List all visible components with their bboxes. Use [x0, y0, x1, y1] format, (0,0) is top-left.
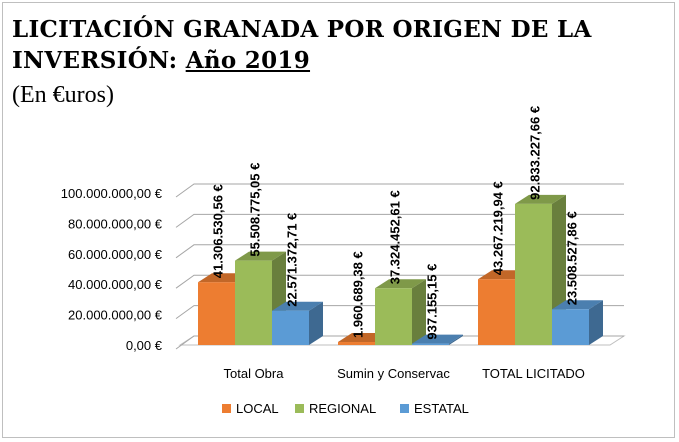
- bar-regional: [515, 203, 552, 345]
- data-label: 37.324.452,61 €: [388, 190, 403, 284]
- bar-regional: [375, 288, 412, 345]
- data-label: 92.833.227,66 €: [528, 106, 543, 200]
- x-tick-label: TOTAL LICITADO: [482, 366, 585, 381]
- gridline: [175, 183, 624, 198]
- legend-swatch-local: [222, 404, 231, 413]
- bar-top: [552, 300, 603, 310]
- data-label: 22.571.372,71 €: [285, 213, 300, 307]
- gridline: [175, 213, 624, 228]
- data-label: 55.508.775,05 €: [248, 163, 263, 257]
- bar-regional: [235, 260, 272, 345]
- bar-side: [449, 334, 463, 345]
- data-label: 43.267.219,94 €: [491, 181, 506, 275]
- y-tick-label: 40.000.000,00 €: [68, 277, 163, 292]
- chart-subtitle: (En €uros): [12, 82, 114, 108]
- legend-label: LOCAL: [236, 401, 279, 416]
- bar-top: [515, 194, 566, 204]
- bar-local: [198, 282, 235, 345]
- gridline: [175, 244, 624, 259]
- y-tick-label: 60.000.000,00 €: [68, 247, 163, 262]
- title-line-2: INVERSIÓN:: [12, 47, 186, 74]
- legend-swatch-regional: [295, 404, 304, 413]
- y-tick-label: 0,00 €: [126, 338, 163, 353]
- data-label: 23.508.527,86 €: [565, 211, 580, 305]
- bar-local: [338, 342, 375, 345]
- bar-top: [412, 334, 463, 344]
- legend-label: ESTATAL: [414, 401, 469, 416]
- chart-title: LICITACIÓN GRANADA POR ORIGEN DE LA INVE…: [12, 14, 592, 76]
- bar-top: [235, 251, 286, 261]
- bar-side: [589, 300, 603, 345]
- x-tick-label: Total Obra: [224, 366, 285, 381]
- data-label: 41.306.530,56 €: [211, 184, 226, 278]
- bar-local: [478, 279, 515, 345]
- bar-side: [309, 301, 323, 345]
- bar-top: [272, 301, 323, 311]
- data-label: 937.155,15 €: [425, 264, 440, 340]
- chart-frame: [2, 2, 675, 438]
- title-year: Año 2019: [185, 47, 311, 74]
- bar-estatal: [412, 343, 449, 345]
- bar-estatal: [272, 310, 309, 345]
- x-tick-label: Sumin y Conservac: [337, 366, 450, 381]
- bar-estatal: [552, 309, 589, 345]
- y-tick-label: 20.000.000,00 €: [68, 308, 163, 323]
- data-label: 1.960.689,38 €: [351, 251, 366, 338]
- bar-side: [412, 279, 426, 345]
- title-line-1: LICITACIÓN GRANADA POR ORIGEN DE LA: [12, 16, 592, 43]
- y-tick-label: 80.000.000,00 €: [68, 216, 163, 231]
- y-tick-label: 100.000.000,00 €: [61, 186, 163, 201]
- legend-label: REGIONAL: [309, 401, 376, 416]
- gridline: [175, 274, 624, 289]
- legend-swatch-estatal: [400, 404, 409, 413]
- bar-top: [375, 279, 426, 289]
